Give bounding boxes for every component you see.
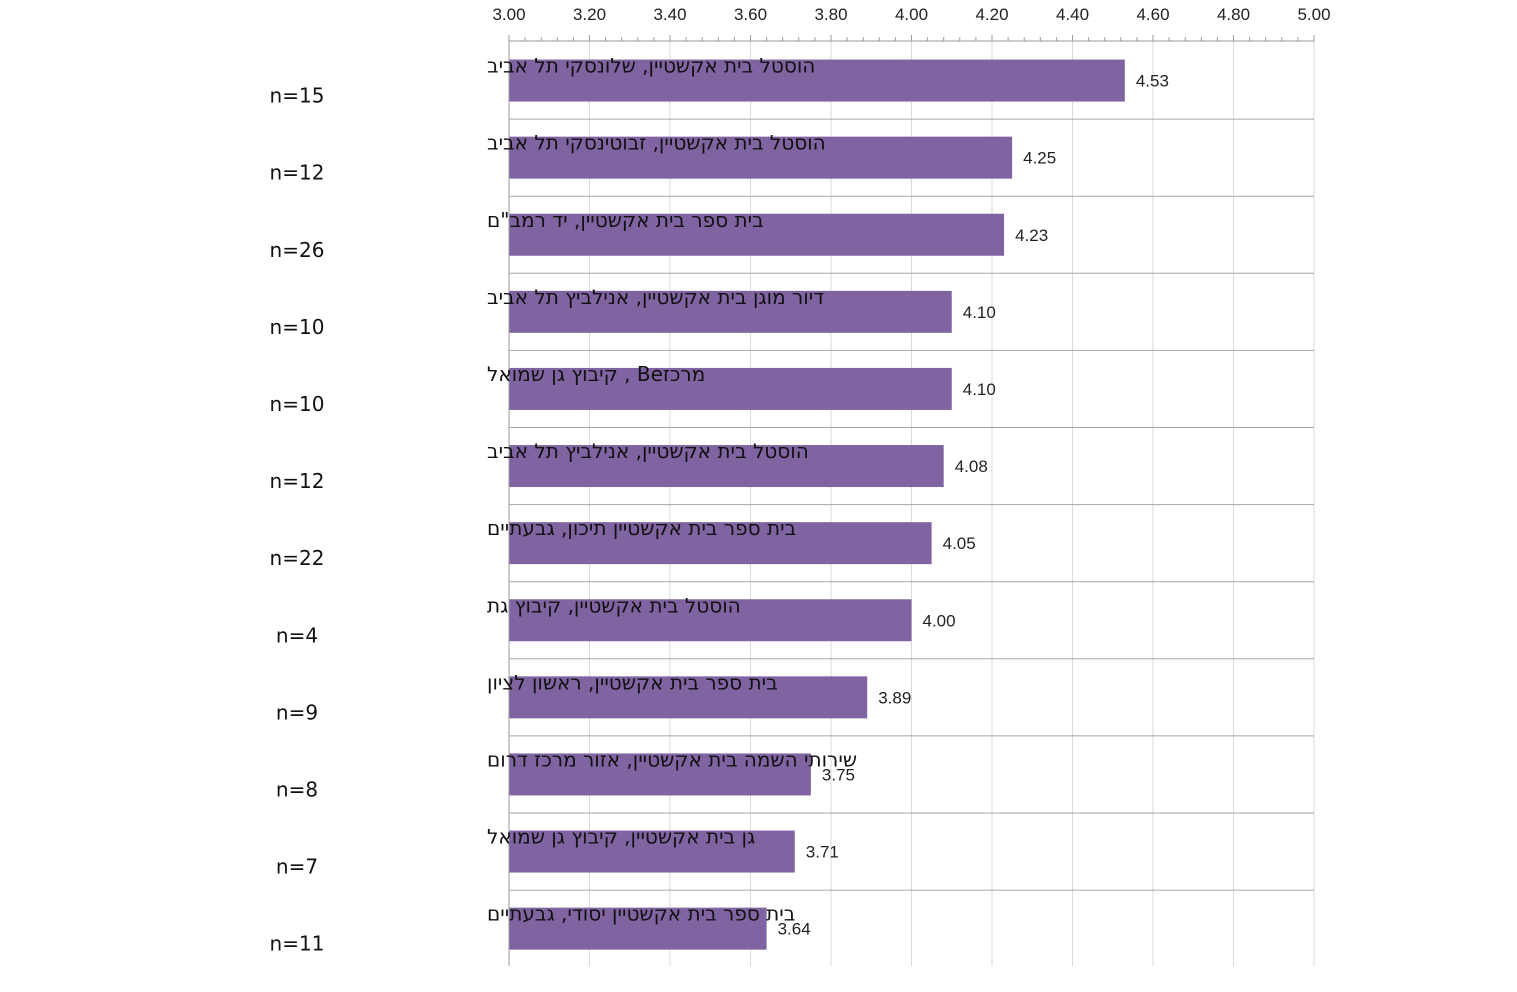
category-label: הוסטל בית אקשטיין, קיבוץ גת [487,593,741,617]
category-label: בית ספר בית אקשטיין יסודי, גבעתיים [487,902,795,926]
x-tick-label: 3.80 [814,5,847,24]
category-n-label: n=8 [276,777,318,801]
bar-value-label: 4.08 [955,457,988,476]
x-tick-label: 3.00 [492,5,525,24]
category-n-label: n=22 [270,546,325,570]
bar [509,676,868,719]
bar [509,907,767,950]
bar-value-label: 3.75 [822,765,855,784]
bar-value-label: 4.25 [1023,149,1056,168]
bar-value-label: 3.64 [778,920,811,939]
x-tick-label: 4.40 [1056,5,1089,24]
x-tick-label: 4.20 [975,5,1008,24]
x-tick-label: 3.60 [734,5,767,24]
bar [509,522,932,565]
bar-value-label: 4.05 [943,534,976,553]
grid-lines [589,41,1315,966]
bar [509,59,1125,102]
bars: 4.53 4.25 4.23 4.10 4.10 4.08 4.05 4.00 3.89 3.75… [509,59,1169,950]
category-label: מרכזBe , קיבוץ גן שמואל [487,362,705,386]
category-label: בית ספר בית אקשטיין תיכון, גבעתיים [487,516,796,540]
category-label: שירותי השמה בית אקשטיין, אזור מרכז דרום [487,747,857,771]
x-tick-label: 5.00 [1297,5,1330,24]
bar [509,213,1005,256]
category-label: הוסטל בית אקשטיין, אנילביץ תל אביב [487,439,809,463]
category-n-label: n=10 [270,392,325,416]
x-tick-label: 4.80 [1217,5,1250,24]
x-tick-label: 4.00 [895,5,928,24]
bar [509,599,912,642]
x-tick-label: 3.40 [653,5,686,24]
x-tick-label: 3.20 [573,5,606,24]
bar-value-label: 4.10 [963,380,996,399]
x-axis: 3.00 3.20 3.40 3.60 3.80 4.00 4.20 4.40 4.60 4.80… [492,5,1331,966]
category-label: דיור מוגן בית אקשטיין, אנילביץ תל אביב [487,285,824,309]
category-label: הוסטל בית אקשטיין, שלונסקי תל אביב [487,54,815,78]
category-n-label: n=15 [270,84,325,108]
category-label: גן בית אקשטיין, קיבוץ גן שמואל [487,825,755,849]
bar-value-label: 4.10 [963,303,996,322]
category-labels: הוסטל בית אקשטיין, שלונסקי תל אביב n=15 הו… [270,54,857,956]
bar-value-label: 3.71 [806,843,839,862]
bar-value-label: 4.53 [1136,72,1169,91]
category-n-label: n=4 [276,623,318,647]
bar [509,136,1013,179]
category-n-label: n=9 [276,700,318,724]
bar [509,445,944,488]
x-tick-label: 4.60 [1136,5,1169,24]
category-label: הוסטל בית אקשטיין, זבוטינסקי תל אביב [487,131,826,155]
category-n-label: n=7 [276,855,318,879]
category-n-label: n=10 [270,315,325,339]
bar [509,830,795,873]
category-n-label: n=26 [270,238,325,262]
bar [509,367,952,410]
category-n-label: n=11 [270,932,325,956]
bar-value-label: 4.00 [923,611,956,630]
bar [509,753,811,796]
category-n-label: n=12 [270,469,325,493]
bar [509,290,952,333]
bar-value-label: 4.23 [1015,226,1048,245]
category-separators [509,118,1314,891]
category-n-label: n=12 [270,161,325,185]
category-label: בית ספר בית אקשטיין, ראשון לציון [487,670,778,694]
category-label: בית ספר בית אקשטיין, יד רמב"ם [487,208,764,232]
bar-value-label: 3.89 [878,688,911,707]
